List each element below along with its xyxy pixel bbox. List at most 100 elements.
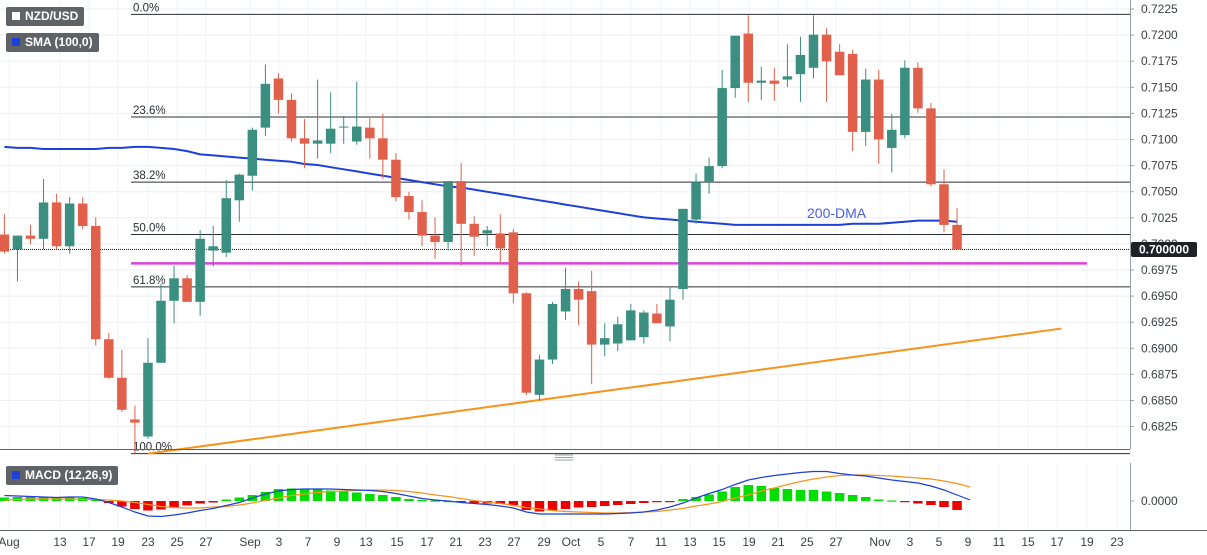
candle: [769, 67, 780, 101]
candle-body-bull: [717, 88, 727, 167]
x-tick-label: 21: [771, 535, 785, 549]
candle-body-bull: [547, 303, 558, 360]
x-tick-label: 7: [305, 535, 312, 549]
candle: [521, 292, 532, 395]
candle: [378, 113, 388, 179]
macd-histogram-bar: [208, 501, 218, 503]
macd-histogram-bar: [534, 501, 545, 512]
candle: [77, 197, 88, 230]
macd-histogram-bar: [91, 500, 101, 502]
macd-histogram-bar: [599, 501, 610, 506]
fibonacci-levels: 0.0% 23.6% 38.2% 50.0% 61.8% 100.0%: [131, 2, 1130, 455]
sma-legend[interactable]: SMA (100,0): [6, 33, 99, 52]
candle-body-bear: [769, 80, 780, 84]
macd-histogram-bar: [900, 501, 910, 503]
candle: [221, 180, 231, 257]
candle: [560, 267, 571, 321]
macd-histogram-bar: [286, 488, 297, 501]
macd-histogram-bar: [182, 501, 192, 506]
fib-level-label: 23.6%: [133, 105, 166, 117]
candle-body-bear: [0, 234, 10, 252]
x-tick-label: Oct: [562, 535, 581, 549]
x-tick-label: 3: [276, 535, 283, 549]
candles: [0, 15, 962, 454]
candle-body-bull: [808, 34, 819, 68]
y-tick-label: 0.6975: [1141, 263, 1178, 277]
x-tick-label: 29: [537, 535, 551, 549]
panel-resize-handle[interactable]: [555, 454, 573, 461]
candle: [704, 157, 714, 194]
candle-body-bull: [247, 129, 258, 176]
candle-body-bear: [417, 212, 427, 236]
macd-histogram-bar: [691, 497, 701, 501]
x-tick-label: Sep: [239, 535, 261, 549]
candle: [482, 225, 492, 247]
candle: [64, 197, 75, 254]
candle: [456, 162, 466, 266]
candle: [391, 153, 401, 202]
candle-body-bull: [626, 310, 636, 341]
symbol-legend[interactable]: NZD/USD: [6, 7, 85, 26]
x-tick-label: 17: [1050, 535, 1064, 549]
candle: [599, 323, 610, 357]
candle-body-bull: [208, 246, 218, 251]
macd-histogram-bar: [547, 501, 558, 511]
candle-body-bull: [156, 300, 166, 363]
y-tick-label: 0.7125: [1141, 106, 1178, 120]
macd-histogram-bar: [521, 501, 532, 510]
candle: [665, 286, 675, 342]
x-tick-label: 19: [111, 535, 125, 549]
y-tick-label: 0.7150: [1141, 80, 1178, 94]
y-tick-label: 0.6875: [1141, 367, 1178, 381]
candle-body-bull: [900, 67, 910, 136]
candle-body-bull: [560, 289, 571, 312]
macd-histogram-bar: [143, 501, 153, 511]
x-tick-label: 5: [598, 535, 605, 549]
candle: [12, 235, 23, 282]
x-tick-label: 15: [390, 535, 404, 549]
macd-histogram-bar: [847, 495, 858, 501]
x-tick-label: 27: [829, 535, 843, 549]
candle-body-bull: [691, 182, 701, 220]
macd-color-swatch: [12, 471, 20, 479]
x-tick-label: 17: [420, 535, 434, 549]
x-tick-label: 15: [712, 535, 726, 549]
macd-histogram-bar: [808, 490, 819, 501]
candle: [234, 173, 245, 222]
macd-histogram-bar: [586, 501, 597, 507]
x-tick-label: 25: [800, 535, 814, 549]
macd-histogram-bar: [456, 501, 466, 503]
candle-body-bull: [12, 235, 23, 250]
macd-histogram-bar: [952, 501, 962, 510]
x-tick-label: 9: [965, 535, 972, 549]
macd-histogram-bar: [365, 494, 375, 501]
candle-body-bear: [743, 33, 753, 83]
y-tick-label: 0.6850: [1141, 394, 1178, 408]
candle-body-bear: [834, 51, 845, 76]
candle: [626, 303, 636, 341]
macd-legend[interactable]: MACD (12,26,9): [6, 466, 119, 485]
candle-body-bear: [77, 203, 88, 226]
candle-body-bull: [613, 324, 623, 344]
candle: [691, 173, 701, 224]
x-tick-label: Nov: [869, 535, 890, 549]
candle: [534, 355, 545, 401]
overlays: [0, 145, 1130, 455]
macd-histogram-bar: [156, 501, 166, 510]
candle: [260, 64, 271, 137]
candle-body-bull: [143, 362, 153, 437]
candle: [952, 207, 962, 250]
candle: [299, 119, 310, 169]
candle: [286, 93, 297, 142]
candle-body-bull: [639, 312, 649, 338]
candle: [91, 217, 101, 346]
candle: [613, 316, 623, 351]
x-tick-label: 13: [53, 535, 67, 549]
candle: [0, 214, 10, 254]
candle: [365, 118, 375, 159]
y-tick-label: 0.7050: [1141, 185, 1178, 199]
x-tick-label: 19: [1080, 535, 1094, 549]
candle: [874, 69, 884, 164]
y-tick-label: 0.6900: [1141, 341, 1178, 355]
